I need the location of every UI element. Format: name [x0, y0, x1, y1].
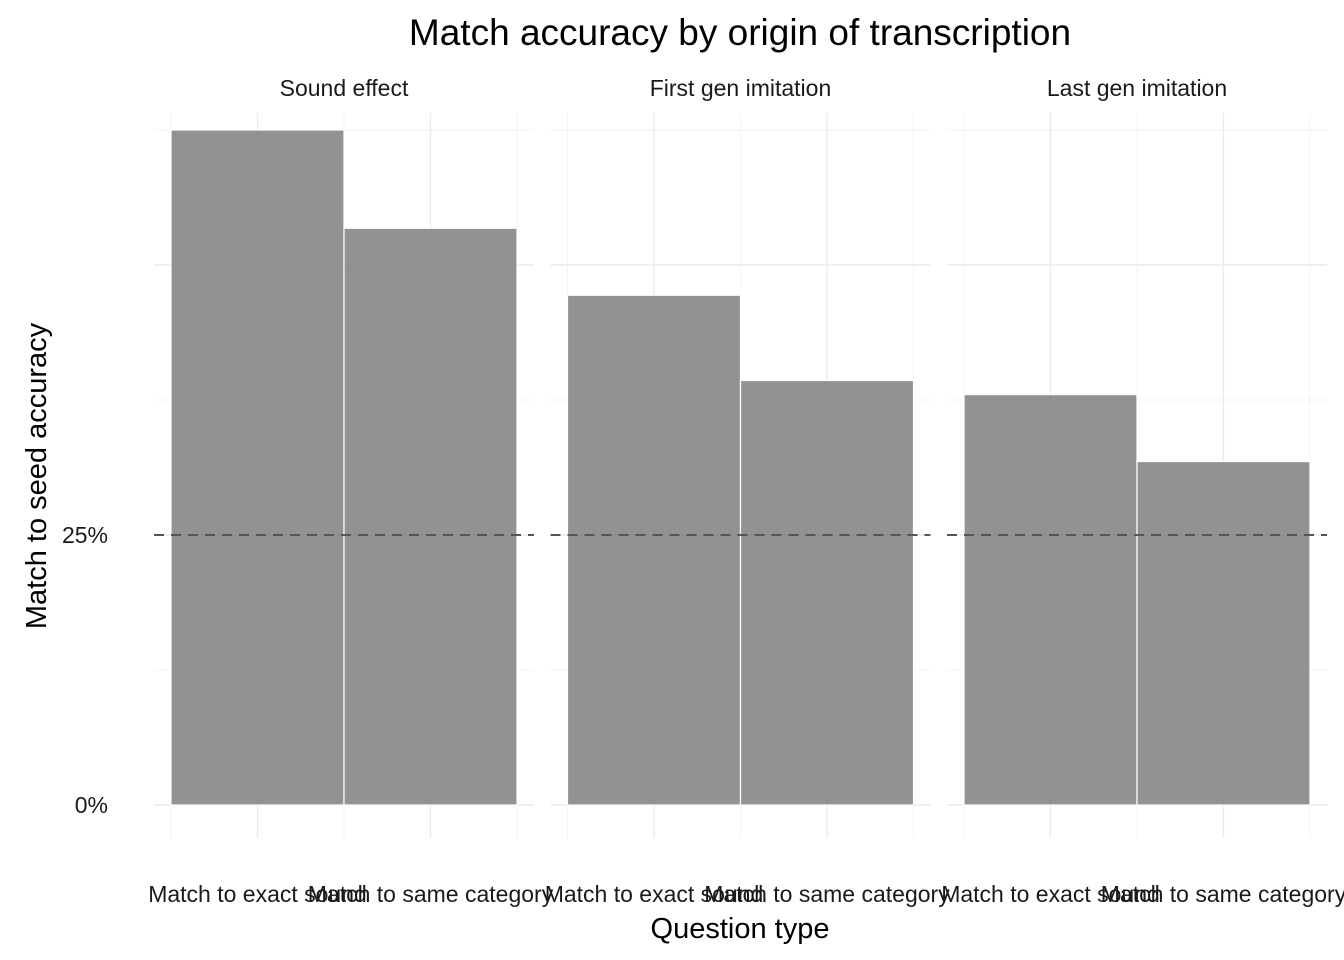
x-tick-label: Match to exact sound [941, 881, 1160, 907]
y-tick-label: 0% [75, 792, 108, 818]
x-tick-label: Match to same category [308, 881, 554, 907]
bar [1136, 460, 1311, 806]
x-tick-label: Match to same category [1101, 881, 1344, 907]
chart-title: Match accuracy by origin of transcriptio… [409, 12, 1071, 53]
facet-panel: Last gen imitation Match to exact soundMa… [941, 75, 1344, 907]
bar [963, 394, 1138, 806]
facet-panel: First gen imitation Match to exact soundM… [545, 75, 951, 907]
x-axis-title: Question type [651, 913, 830, 945]
bar [566, 294, 742, 806]
facet-strip-label: First gen imitation [650, 75, 832, 101]
x-tick-label: Match to exact sound [148, 881, 367, 907]
y-axis-title: Match to seed accuracy [21, 322, 53, 629]
bar [739, 379, 915, 806]
facet-strip-label: Sound effect [280, 75, 409, 101]
bar [170, 129, 345, 806]
y-axis: 0% 25% [62, 522, 108, 818]
y-tick-label: 25% [62, 522, 108, 548]
x-tick-label: Match to same category [704, 881, 950, 907]
x-tick-label: Match to exact sound [545, 881, 764, 907]
bar [343, 227, 518, 806]
facet-strip-label: Last gen imitation [1047, 75, 1227, 101]
